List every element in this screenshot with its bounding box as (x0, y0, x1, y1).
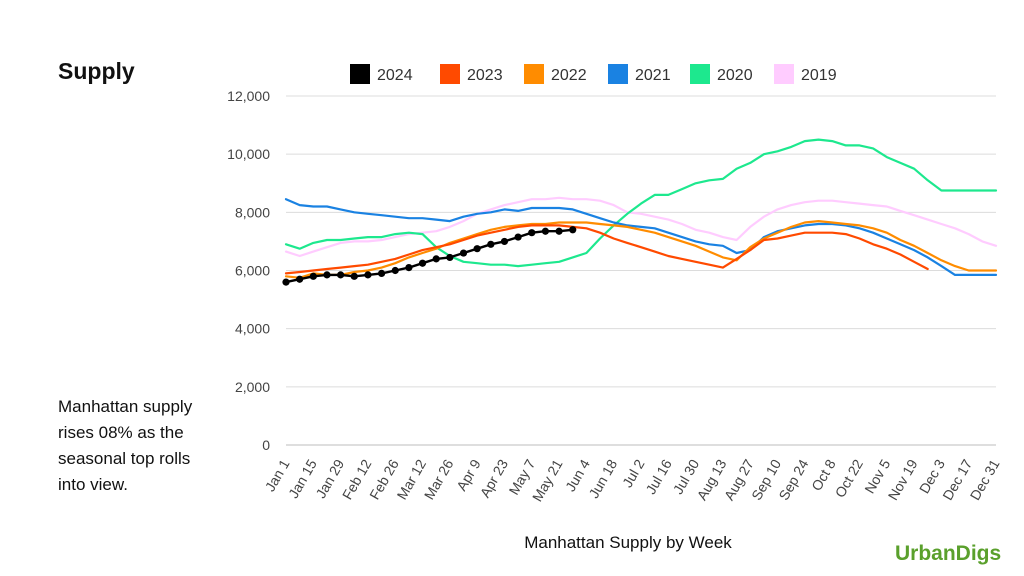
data-point-2024 (296, 275, 304, 283)
legend-swatch-2024 (350, 64, 370, 84)
x-tick-label: Jul 16 (642, 456, 675, 497)
legend-swatch-2023 (440, 64, 460, 84)
legend-label-2023: 2023 (467, 67, 503, 84)
commentary-text: Manhattan supply rises 08% as the season… (58, 397, 193, 494)
page-title: Supply (58, 58, 135, 84)
data-point-2024 (432, 255, 440, 263)
y-tick-label: 0 (262, 437, 270, 453)
grid-lines (286, 95, 996, 446)
y-tick-label: 4,000 (235, 321, 270, 337)
series-line-2024 (284, 228, 574, 284)
series-group (282, 138, 998, 286)
data-point-2024 (514, 233, 522, 241)
x-axis-title: Manhattan Supply by Week (524, 533, 732, 552)
data-point-2024 (377, 269, 386, 278)
x-tick-label: Oct 22 (832, 456, 867, 500)
y-axis-ticks: 0 2,000 4,000 6,000 8,000 10,000 12,000 (227, 88, 270, 453)
legend-label-2021: 2021 (635, 67, 671, 84)
data-point-2024 (309, 272, 317, 280)
data-point-2024 (500, 237, 509, 246)
legend-label-2019: 2019 (801, 67, 837, 84)
data-point-2024 (446, 253, 454, 262)
data-point-2024 (391, 266, 399, 275)
data-point-2024 (555, 227, 563, 235)
y-tick-label: 10,000 (227, 146, 270, 162)
legend-swatch-2022 (524, 64, 544, 84)
data-point-2024 (405, 263, 413, 272)
legend: 2024 2023 2022 2021 2020 2019 (350, 64, 837, 84)
series-line-2023 (284, 224, 929, 275)
data-point-2024 (418, 259, 427, 267)
y-tick-label: 12,000 (227, 88, 270, 104)
x-tick-label: Jun 18 (585, 456, 620, 501)
series-line-2019 (284, 196, 998, 258)
data-point-2024 (337, 271, 345, 279)
legend-swatch-2020 (690, 64, 710, 84)
data-point-2024 (364, 271, 372, 279)
data-point-2024 (541, 227, 550, 235)
data-point-2024 (459, 249, 468, 257)
x-tick-label: Apr 23 (477, 456, 512, 500)
series-line-2020 (284, 138, 998, 268)
legend-swatch-2019 (774, 64, 794, 84)
data-point-2024 (350, 272, 358, 280)
data-point-2024 (487, 240, 495, 248)
legend-label-2020: 2020 (717, 67, 753, 84)
legend-label-2024: 2024 (377, 67, 413, 84)
y-tick-label: 8,000 (235, 204, 270, 220)
data-point-2024 (473, 245, 481, 253)
data-point-2024 (528, 229, 536, 237)
legend-label-2022: 2022 (551, 67, 587, 84)
y-tick-label: 6,000 (235, 263, 270, 279)
y-tick-label: 2,000 (235, 379, 270, 395)
series-line-2021 (284, 198, 998, 276)
data-point-2024 (569, 226, 577, 234)
x-tick-label: Jul 2 (619, 456, 648, 490)
series-line-2022 (284, 220, 998, 279)
legend-swatch-2021 (608, 64, 628, 84)
data-point-2024 (282, 278, 290, 286)
data-point-2024 (323, 271, 331, 279)
urbandigs-logo: UrbanDigs (895, 542, 1002, 565)
